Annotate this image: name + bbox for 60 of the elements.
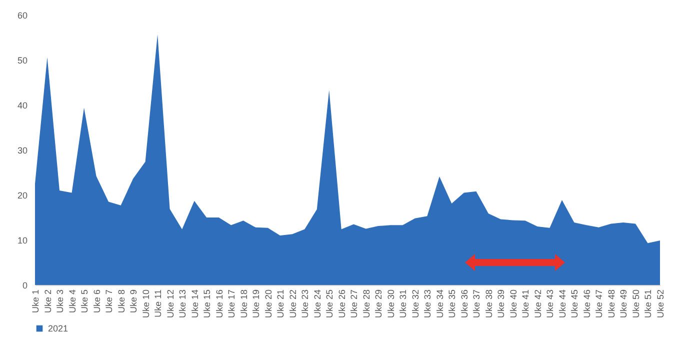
x-tick-label: Uke 41 xyxy=(520,290,531,318)
y-tick-label: 0 xyxy=(22,280,28,290)
y-tick-label: 40 xyxy=(17,100,28,110)
x-tick-label: Uke 43 xyxy=(545,290,556,318)
x-tick-label: Uke 30 xyxy=(386,290,396,318)
x-tick-label: Uke 5 xyxy=(80,290,90,314)
legend-label: 2021 xyxy=(48,324,68,334)
x-tick-label: Uke 17 xyxy=(226,290,237,318)
x-tick-label: Uke 35 xyxy=(447,290,458,318)
x-tick-label: Uke 24 xyxy=(312,290,322,318)
x-tick-label: Uke 2 xyxy=(42,290,53,314)
x-tick-label: Uke 47 xyxy=(594,290,604,318)
x-tick-label: Uke 25 xyxy=(324,290,335,318)
x-tick-label: Uke 1 xyxy=(30,290,40,314)
x-tick-label: Uke 32 xyxy=(410,290,420,318)
x-tick-label: Uke 22 xyxy=(288,290,298,318)
x-tick-label: Uke 37 xyxy=(472,290,482,318)
x-tick-label: Uke 3 xyxy=(55,290,66,314)
x-tick-label: Uke 21 xyxy=(276,290,286,318)
x-tick-label: Uke 18 xyxy=(238,290,249,318)
x-tick-label: Uke 33 xyxy=(422,290,433,318)
x-tick-label: Uke 31 xyxy=(398,290,408,318)
x-tick-label: Uke 51 xyxy=(643,290,654,318)
x-tick-label: Uke 4 xyxy=(67,290,78,314)
y-tick-label: 30 xyxy=(17,146,28,156)
x-tick-label: Uke 39 xyxy=(496,290,506,318)
x-tick-label: Uke 7 xyxy=(104,290,114,314)
x-tick-label: Uke 36 xyxy=(459,290,470,318)
x-tick-label: Uke 40 xyxy=(508,290,518,318)
x-tick-label: Uke 19 xyxy=(251,290,262,318)
x-tick-label: Uke 20 xyxy=(263,290,274,318)
x-tick-label: Uke 45 xyxy=(570,290,580,318)
y-tick-label: 10 xyxy=(17,236,28,246)
x-tick-label: Uke 13 xyxy=(178,290,188,318)
x-tick-label: Uke 52 xyxy=(656,290,666,318)
x-tick-label: Uke 12 xyxy=(165,290,176,318)
x-tick-label: Uke 29 xyxy=(374,290,384,318)
x-tick-label: Uke 14 xyxy=(190,290,200,318)
x-tick-label: Uke 16 xyxy=(214,290,224,318)
x-tick-label: Uke 38 xyxy=(484,290,494,318)
x-tick-label: Uke 11 xyxy=(153,290,164,318)
x-tick-label: Uke 28 xyxy=(361,290,372,318)
x-tick-label: Uke 49 xyxy=(618,290,629,318)
x-tick-label: Uke 26 xyxy=(336,290,347,318)
x-tick-label: Uke 42 xyxy=(532,290,543,318)
x-tick-label: Uke 44 xyxy=(557,290,568,318)
x-tick-label: Uke 6 xyxy=(92,290,102,314)
y-tick-label: 60 xyxy=(17,10,28,20)
x-tick-label: Uke 48 xyxy=(606,290,616,318)
x-tick-label: Uke 8 xyxy=(116,290,126,314)
x-tick-label: Uke 9 xyxy=(128,290,139,314)
y-tick-label: 20 xyxy=(17,190,28,200)
x-tick-label: Uke 15 xyxy=(202,290,212,318)
x-tick-label: Uke 46 xyxy=(582,290,592,318)
x-tick-label: Uke 10 xyxy=(140,290,151,318)
x-tick-label: Uke 50 xyxy=(630,290,641,318)
x-tick-label: Uke 27 xyxy=(349,290,360,318)
x-tick-label: Uke 34 xyxy=(434,290,445,318)
y-tick-label: 50 xyxy=(17,56,28,66)
x-tick-label: Uke 23 xyxy=(300,290,310,318)
